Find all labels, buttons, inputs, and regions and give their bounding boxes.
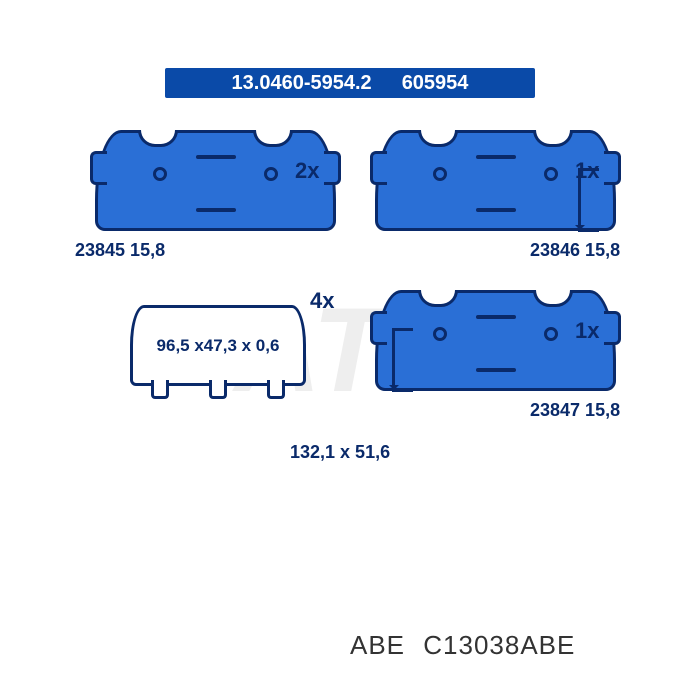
qty-label-23845: 2x [295, 158, 319, 184]
caption-main-dims: 132,1 x 51,6 [290, 442, 390, 463]
part-number-long: 13.0460-5954.2 [232, 72, 372, 95]
shim-dimensions: 96,5 x47,3 x 0,6 [157, 336, 280, 356]
part-number-short: 605954 [402, 72, 469, 95]
header-bar: 13.0460-5954.2 605954 [165, 68, 535, 98]
footer-code: ABE C13038ABE [350, 630, 575, 661]
qty-label-23846: 1x [575, 158, 599, 184]
footer-partcode: C13038ABE [423, 630, 575, 660]
qty-label-23847: 1x [575, 318, 599, 344]
qty-label-shim: 4x [310, 288, 334, 314]
caption-23847: 23847 15,8 [530, 400, 620, 421]
caption-23845: 23845 15,8 [75, 240, 165, 261]
footer-brand: ABE [350, 630, 405, 660]
shim-plate: 96,5 x47,3 x 0,6 [130, 305, 306, 386]
caption-23846: 23846 15,8 [530, 240, 620, 261]
diagram-canvas: ATE 13.0460-5954.2 605954 2x 1x 1x 96,5 … [30, 30, 670, 670]
